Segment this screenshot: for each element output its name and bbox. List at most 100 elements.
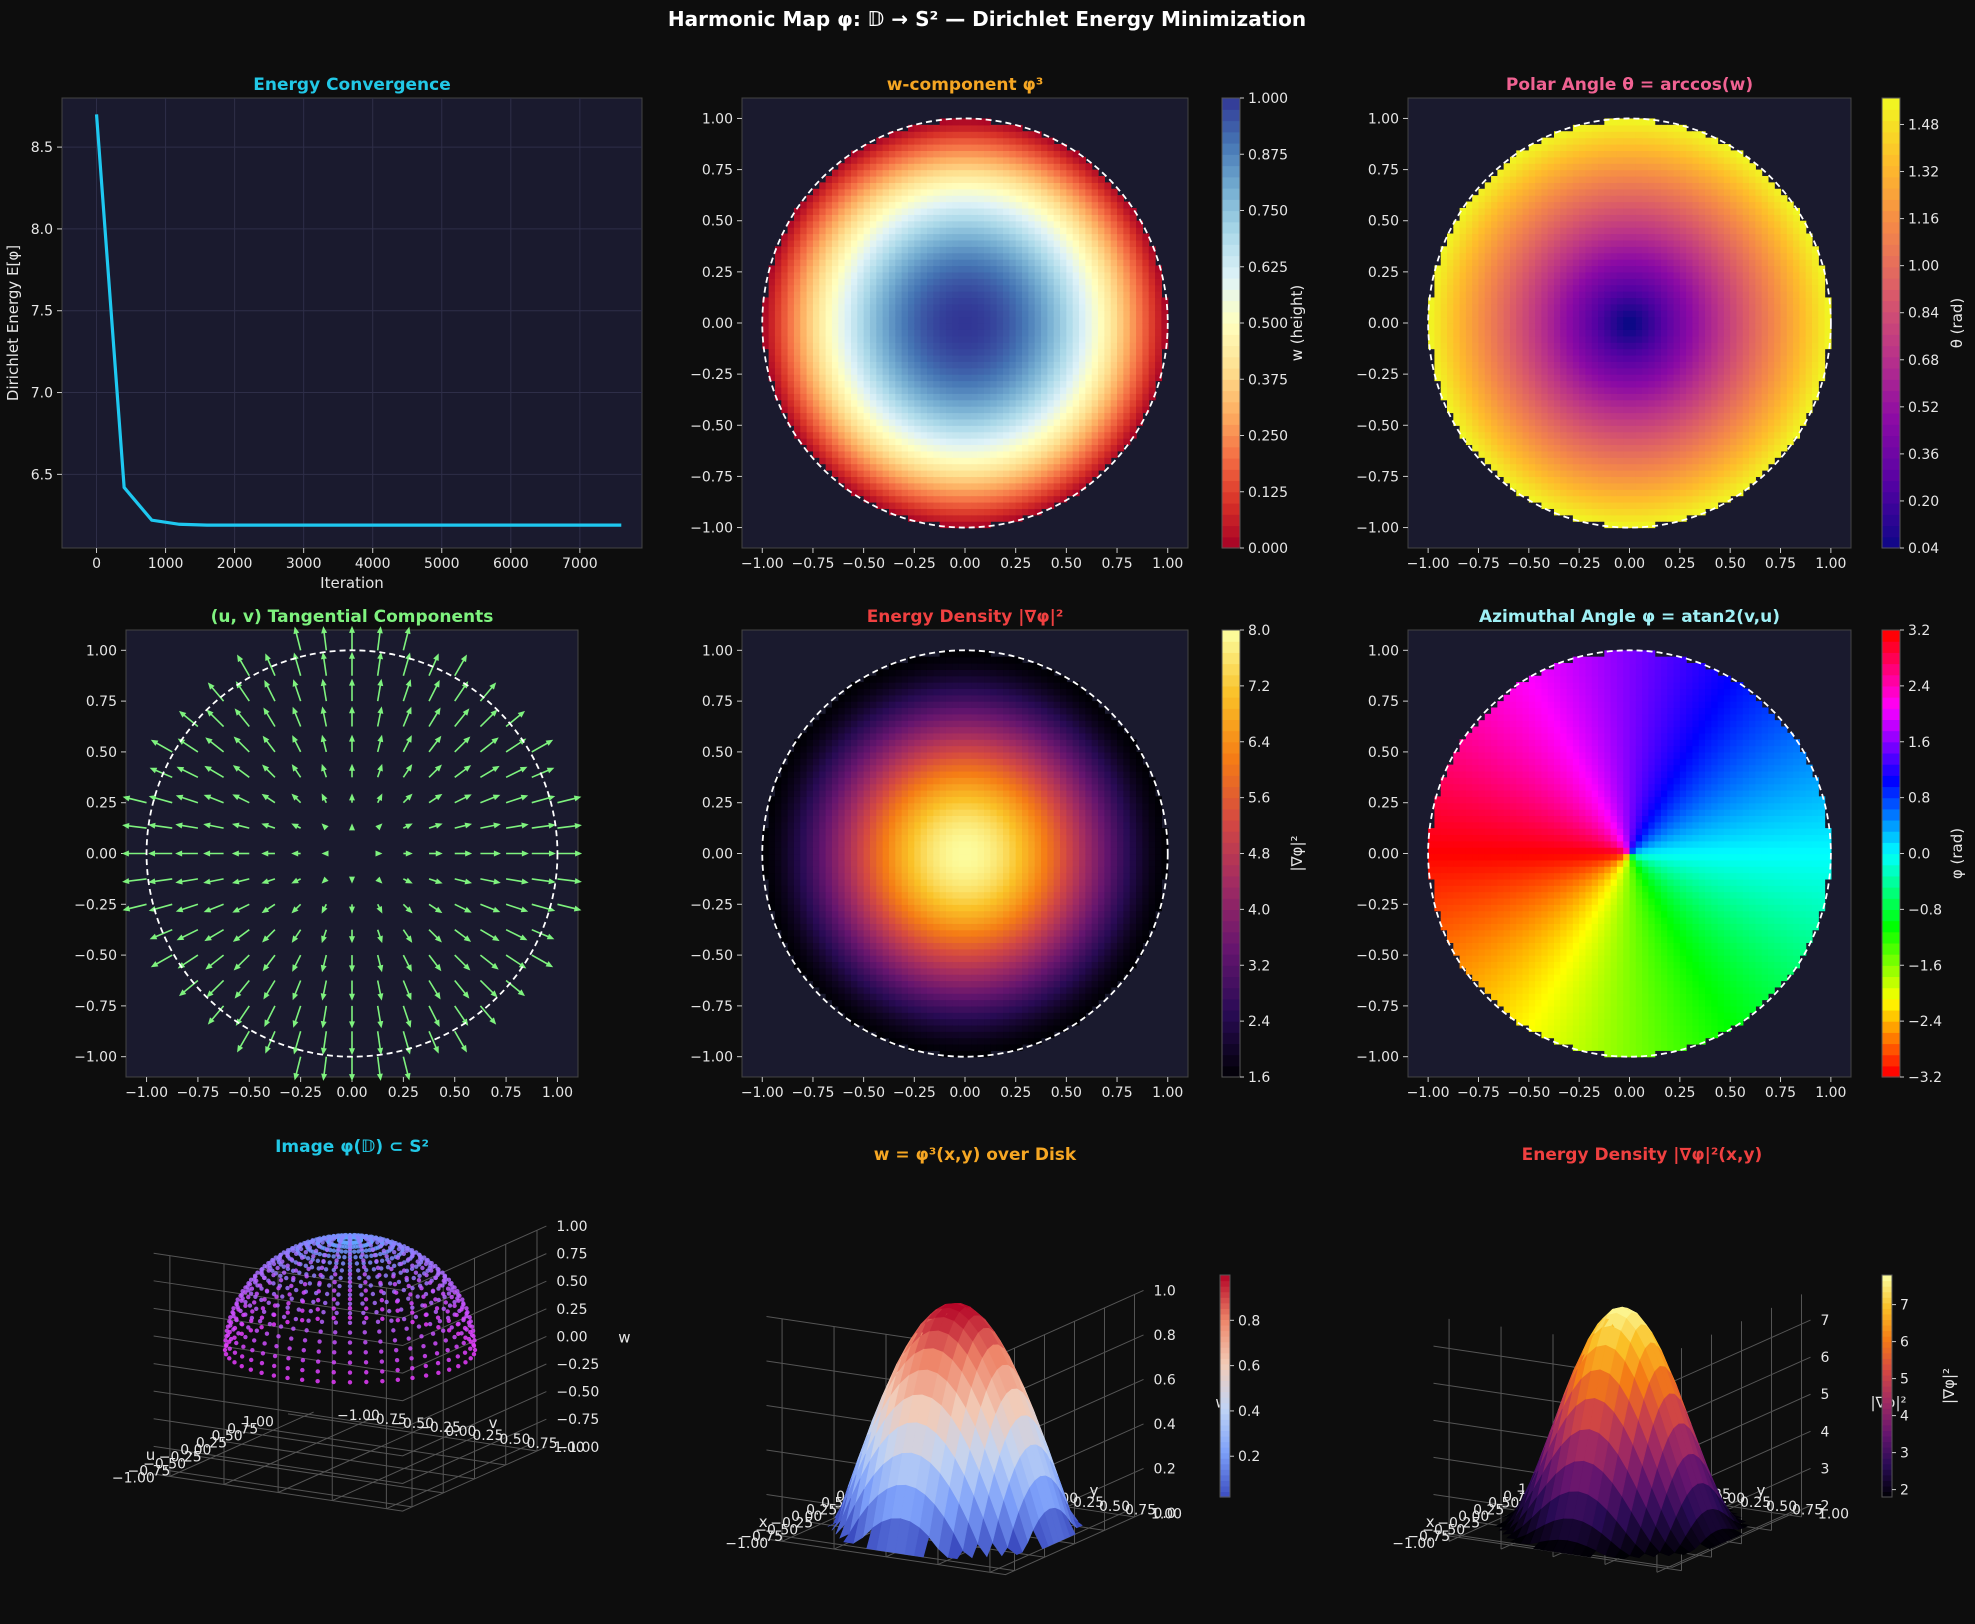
theta-cell	[1503, 214, 1511, 222]
wcomp-cell	[1053, 310, 1061, 318]
theta-cell	[1598, 425, 1605, 433]
wcomp-colorbar-segment	[1222, 278, 1240, 290]
wcomp-cell	[933, 188, 941, 196]
wcomp-cell	[1009, 482, 1017, 490]
wcomp-cell	[1022, 406, 1029, 414]
theta-cell	[1491, 342, 1498, 350]
wcomp-cell	[774, 323, 782, 330]
wcomp-cell	[1066, 310, 1074, 318]
wcomp-cell	[781, 303, 789, 311]
wcomp-cell	[933, 310, 941, 318]
theta-cell	[1585, 354, 1593, 362]
wcomp-cell	[888, 303, 896, 311]
wcomp-cell	[965, 406, 972, 414]
wcomp-cell	[933, 239, 941, 247]
wcomp-cell	[800, 329, 808, 337]
wcomp-cell	[1009, 182, 1017, 190]
wcomp-cell	[819, 374, 827, 382]
wcomp-cell	[1034, 284, 1042, 292]
wcomp-cell	[1053, 303, 1061, 311]
wcomp-cell	[1015, 195, 1023, 203]
wcomp-cell	[1142, 374, 1150, 382]
wcomp-cell	[958, 374, 966, 382]
theta-cell	[1522, 291, 1530, 299]
theta-cell	[1516, 406, 1524, 414]
theta-cell	[1428, 310, 1436, 318]
theta-cell	[1604, 329, 1612, 337]
theta-cell	[1522, 463, 1530, 471]
wcomp-cell	[850, 163, 858, 171]
theta-cell	[1528, 335, 1536, 343]
wcomp-cell	[800, 207, 808, 215]
wcomp-cell	[876, 495, 884, 503]
wcomp-cell	[1015, 348, 1023, 356]
wcomp-cell	[1117, 252, 1124, 260]
theta-cell	[1579, 246, 1587, 254]
wcomp-cell	[1079, 233, 1086, 241]
wcomp-cell	[977, 284, 985, 292]
wcomp-cell	[965, 323, 972, 330]
wcomp-cell	[939, 418, 947, 426]
theta-cell	[1629, 354, 1637, 362]
wcomp-cell	[876, 501, 884, 509]
theta-cell	[1585, 124, 1593, 132]
theta-cell	[1535, 227, 1543, 235]
theta-cell	[1604, 118, 1612, 126]
theta-cell	[1591, 495, 1599, 503]
theta-cell	[1509, 303, 1517, 311]
wcomp-cell	[869, 163, 877, 171]
wcomp-colorbar-segment	[1222, 435, 1240, 448]
wcomp-cell	[1009, 265, 1017, 273]
wcomp-cell	[1104, 342, 1112, 350]
wcomp-cell	[869, 329, 877, 337]
wcomp-cell	[825, 444, 833, 452]
wcomp-cell	[920, 380, 928, 388]
wcomp-cell	[819, 399, 827, 407]
theta-cell	[1447, 342, 1454, 350]
theta-cell	[1472, 297, 1480, 305]
wcomp-cell	[958, 418, 966, 426]
wcomp-cell	[863, 259, 871, 267]
theta-cell	[1547, 227, 1555, 235]
theta-cell	[1497, 354, 1505, 362]
theta-cell	[1623, 169, 1631, 177]
theta-cell	[1585, 438, 1593, 446]
wcomp-cell	[1098, 450, 1105, 458]
wcomp-cell	[774, 316, 782, 324]
wcomp-cell	[1148, 367, 1156, 375]
wcomp-cell	[1098, 214, 1105, 222]
wcomp-cell	[990, 342, 998, 350]
theta-cell	[1516, 246, 1524, 254]
theta-cell	[1604, 425, 1612, 433]
theta-cell	[1528, 144, 1536, 152]
wcomp-cell	[1047, 182, 1055, 190]
theta-cell	[1616, 418, 1624, 426]
wcomp-cell	[844, 227, 852, 235]
theta-cell	[1535, 233, 1543, 241]
theta-cell	[1629, 271, 1637, 279]
wcomp-cell	[882, 271, 890, 279]
wcomp-cell	[1034, 233, 1042, 241]
theta-cell	[1440, 380, 1448, 388]
wcomp-cell	[1022, 348, 1029, 356]
wcomp-cell	[984, 182, 991, 190]
wcomp-cell	[1104, 182, 1112, 190]
wcomp-cell	[965, 259, 972, 267]
theta-cell	[1528, 418, 1536, 426]
wcomp-cell	[857, 175, 865, 183]
wcomp-cell	[1136, 227, 1143, 235]
theta-cell	[1591, 463, 1599, 471]
wcomp-cell	[907, 476, 915, 484]
wcomp-cell	[844, 303, 852, 311]
theta-cell	[1453, 380, 1461, 388]
theta-cell	[1623, 425, 1631, 433]
wcomp-cell	[914, 399, 922, 407]
wcomp-cell	[920, 335, 928, 343]
theta-cell	[1440, 393, 1448, 401]
wcomp-cell	[888, 374, 896, 382]
wcomp-cell	[1072, 252, 1080, 260]
theta-cell	[1553, 489, 1561, 497]
theta-cell	[1604, 514, 1612, 522]
wcomp-cell	[984, 188, 991, 196]
energy-xtick-label: 5000	[424, 556, 460, 572]
